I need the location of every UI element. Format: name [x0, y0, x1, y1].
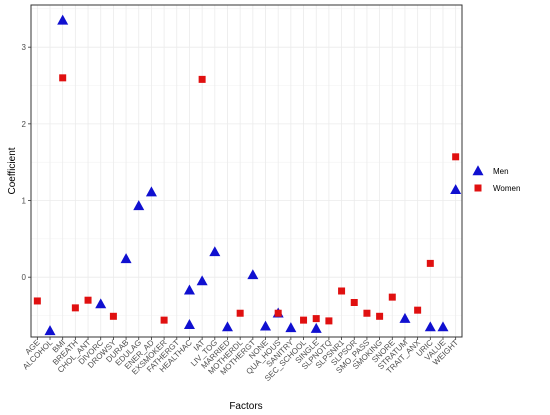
- point-men: [285, 322, 297, 333]
- point-women: [160, 316, 168, 324]
- point-men: [247, 269, 259, 280]
- legend-key-square: [474, 184, 482, 192]
- point-men: [120, 253, 132, 264]
- point-men: [437, 321, 449, 332]
- legend-item-women: Women: [474, 184, 520, 193]
- point-men: [183, 319, 195, 330]
- point-men: [424, 321, 436, 332]
- point-women: [312, 315, 320, 323]
- y-tick-label: 1: [22, 197, 27, 206]
- legend-key-triangle: [472, 165, 484, 176]
- point-women: [325, 317, 333, 325]
- point-women: [363, 309, 371, 317]
- point-men: [310, 322, 322, 333]
- point-women: [338, 287, 346, 295]
- point-men: [450, 184, 462, 195]
- grid-lines: [31, 5, 462, 337]
- plot-panel-border: [30, 4, 463, 338]
- data-points: [33, 14, 462, 336]
- point-women: [426, 259, 434, 267]
- point-women: [300, 316, 308, 324]
- point-men: [196, 275, 208, 286]
- point-women: [33, 297, 41, 305]
- legend-label: Men: [493, 167, 509, 176]
- point-women: [84, 296, 92, 304]
- point-women: [59, 74, 67, 82]
- point-men: [95, 298, 107, 309]
- point-women: [452, 153, 460, 161]
- x-axis-title: Factors: [229, 401, 262, 412]
- point-women: [274, 309, 282, 317]
- point-women: [388, 293, 396, 301]
- point-women: [198, 75, 206, 83]
- point-men: [209, 246, 221, 257]
- point-women: [236, 309, 244, 317]
- point-men: [221, 321, 233, 332]
- y-axis: 0 1 2 3: [22, 43, 31, 282]
- y-tick-label: 0: [22, 273, 27, 282]
- point-men: [44, 325, 56, 336]
- point-men: [260, 320, 272, 331]
- point-women: [414, 306, 422, 314]
- y-axis-title: Coefficient: [7, 147, 18, 194]
- y-tick-label: 3: [22, 43, 27, 52]
- point-men: [57, 14, 69, 25]
- point-men: [145, 186, 157, 197]
- y-tick-label: 2: [22, 120, 27, 129]
- legend-label: Women: [493, 184, 520, 193]
- legend: Men Women: [472, 165, 520, 193]
- legend-item-men: Men: [472, 165, 509, 176]
- point-women: [109, 312, 117, 320]
- point-women: [71, 304, 79, 312]
- point-women: [376, 312, 384, 320]
- point-men: [183, 284, 195, 295]
- point-women: [350, 298, 358, 306]
- point-men: [133, 200, 145, 211]
- point-men: [399, 312, 411, 323]
